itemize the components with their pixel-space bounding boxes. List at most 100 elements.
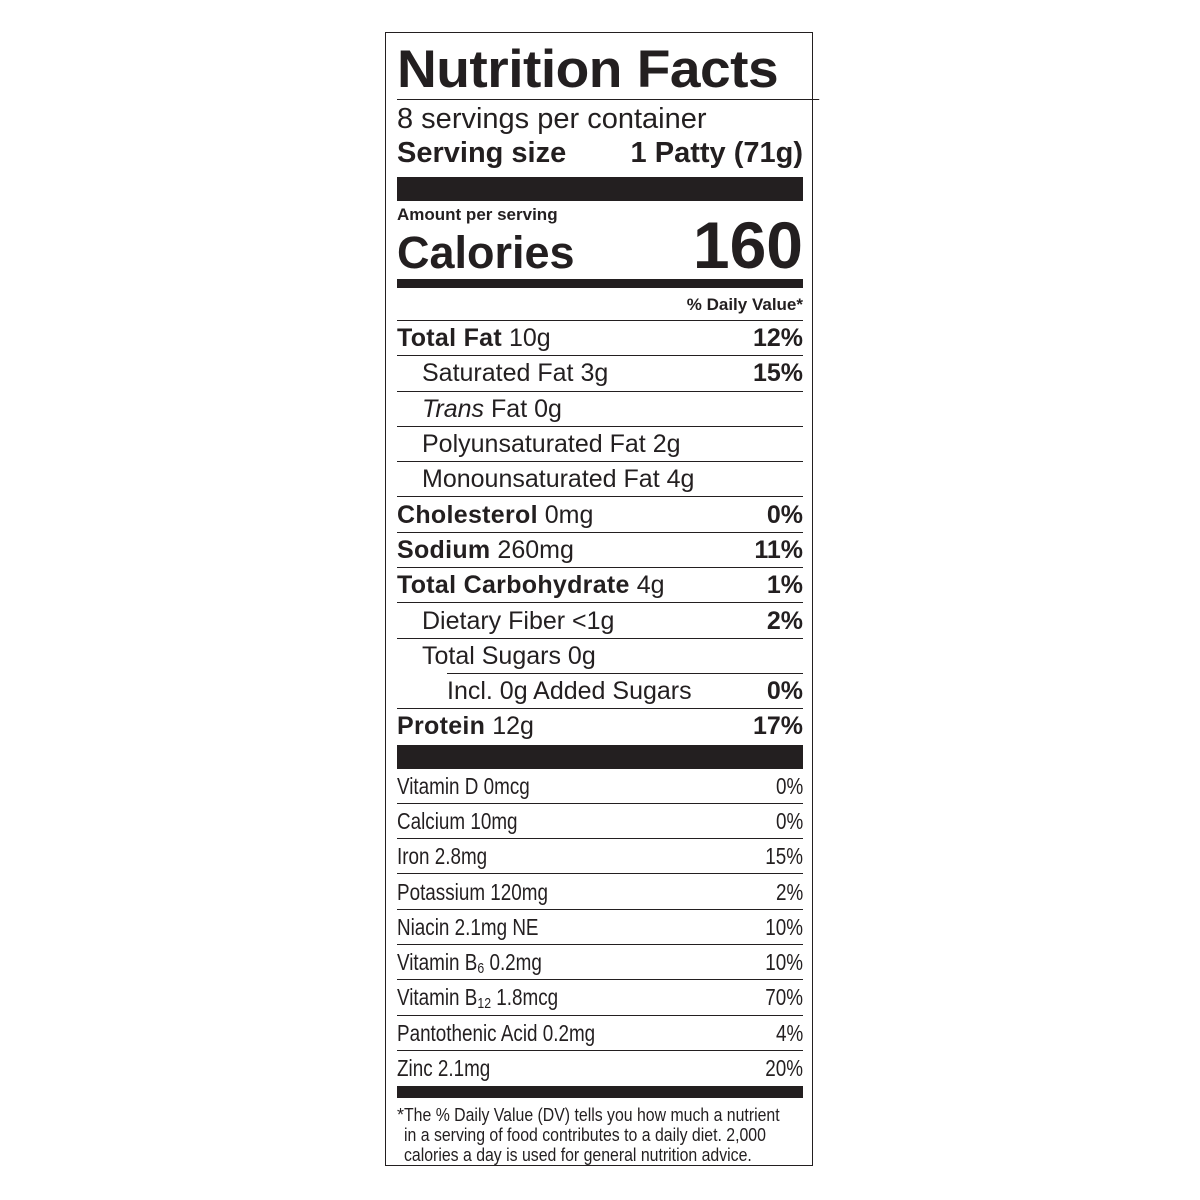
- nutrient-name: Saturated Fat: [422, 359, 574, 388]
- nutrient-daily-value: 1%: [766, 571, 803, 600]
- vitamin-amount: 0.2mg: [542, 1019, 596, 1046]
- nutrient-name: Monounsaturated Fat: [422, 465, 660, 494]
- vitamin-label: Pantothenic Acid 0.2mg: [397, 1020, 595, 1047]
- nutrient-amount: 4g: [666, 465, 695, 494]
- vitamin-name: Vitamin B: [397, 983, 478, 1010]
- nutrient-label: Total Sugars 0g: [422, 642, 596, 671]
- nutrient-daily-value: 11%: [754, 535, 803, 564]
- nutrient-name: Dietary Fiber: [422, 606, 566, 635]
- vitamin-daily-value: 70%: [765, 984, 803, 1011]
- vitamin-label: Niacin 2.1mg NE: [397, 914, 539, 941]
- nutrient-label: Monounsaturated Fat 4g: [422, 465, 694, 494]
- nutrient-name: Sodium: [397, 535, 491, 564]
- nutrient-amount: 4g: [636, 571, 665, 600]
- nutrient-name: Total Carbohydrate: [397, 571, 630, 600]
- vitamin-daily-value: 10%: [765, 913, 803, 940]
- nutrient-daily-value: 2%: [766, 606, 803, 635]
- nutrient-amount: <1g: [572, 606, 615, 635]
- calories-value: 160: [692, 208, 803, 282]
- calories-label: Calories: [397, 227, 575, 278]
- vitamin-amount: 120mg: [490, 878, 548, 905]
- nutrient-daily-value: 12%: [752, 324, 803, 353]
- serving-size-label: Serving size: [397, 137, 567, 169]
- vitamin-row: Iron 2.8mg 15%: [397, 839, 803, 875]
- nutrient-amount: 0g: [567, 641, 596, 670]
- nutrient-row: Total Sugars 0g: [397, 639, 803, 675]
- nutrient-amount: 10g: [508, 324, 551, 353]
- nutrient-row: Total Fat 10g 12%: [397, 321, 803, 357]
- vitamin-amount: 0.2mg: [489, 948, 542, 975]
- nutrient-row: Sodium 260mg 11%: [397, 533, 803, 569]
- nutrient-amount: 12g: [492, 712, 534, 741]
- nutrient-amount: 3g: [580, 359, 609, 388]
- nutrient-row: Incl. 0g Added Sugars 0%: [397, 674, 803, 710]
- nutrient-label: Protein 12g: [397, 712, 534, 741]
- nutrient-label: Sodium 260mg: [397, 536, 574, 565]
- nutrient-label: Polyunsaturated Fat 2g: [422, 430, 681, 459]
- vitamin-daily-value: 4%: [775, 1019, 803, 1046]
- calories-row: Calories 160: [397, 212, 803, 278]
- vitamin-amount: 10mg: [470, 808, 518, 834]
- vitamin-row: Niacin 2.1mg NE 10%: [397, 910, 803, 946]
- vitamin-label: Vitamin B12 1.8mcg: [397, 984, 558, 1012]
- nutrient-daily-value: 0%: [766, 500, 803, 529]
- vitamin-name: Niacin: [397, 913, 450, 940]
- vitamin-subscript: 12: [477, 994, 492, 1012]
- vitamin-amount: 2.1mg: [437, 1055, 491, 1082]
- nutrient-row: Dietary Fiber <1g 2%: [397, 603, 803, 639]
- divider: [397, 279, 803, 288]
- footnote-line: in a serving of food contributes to a da…: [404, 1125, 766, 1146]
- vitamin-daily-value: 10%: [765, 949, 803, 976]
- footnote-line: The % Daily Value (DV) tells you how muc…: [404, 1105, 780, 1126]
- nutrient-row: Trans Fat 0g: [397, 392, 803, 428]
- daily-value-header: % Daily Value*: [397, 288, 803, 321]
- servings: 8 servings per container: [397, 103, 707, 135]
- title: Nutrition Facts: [397, 41, 820, 100]
- nutrient-label: Total Carbohydrate 4g: [397, 571, 665, 600]
- vitamin-name: Zinc: [397, 1055, 433, 1082]
- divider: [397, 177, 803, 201]
- vitamin-name: Vitamin D: [397, 772, 479, 799]
- vitamin-label: Vitamin D 0mcg: [397, 773, 530, 800]
- nutrient-daily-value: 0%: [766, 677, 803, 706]
- vitamin-row: Zinc 2.1mg 20%: [397, 1051, 803, 1086]
- nutrient-row: Saturated Fat 3g 15%: [397, 356, 803, 392]
- nutrient-label: Dietary Fiber <1g: [422, 607, 614, 636]
- nutrient-name-italic: Trans: [422, 394, 485, 423]
- vitamins: Vitamin D 0mcg 0% Calcium 10mg 0% Iron 2.8mg…: [397, 769, 803, 1087]
- vitamin-daily-value: 0%: [775, 808, 803, 834]
- nutrients: Total Fat 10g 12% Saturated Fat 3g 15% Trans…: [397, 321, 803, 745]
- serving-size-value: 1 Patty (71g): [630, 137, 803, 169]
- vitamin-row: Pantothenic Acid 0.2mg 4%: [397, 1016, 803, 1052]
- label-content: Nutrition Facts 8 servings per container…: [397, 41, 820, 1166]
- nutrient-row: Protein 12g 17%: [397, 709, 803, 744]
- vitamin-name: Iron: [397, 843, 430, 870]
- nutrient-name: Fat: [491, 394, 528, 423]
- nutrient-label: Cholesterol 0mg: [397, 501, 593, 530]
- nutrient-name: Polyunsaturated Fat: [422, 430, 646, 459]
- vitamin-row: Vitamin B6 0.2mg 10%: [397, 945, 803, 981]
- nutrient-row: Monounsaturated Fat 4g: [397, 462, 803, 498]
- vitamin-amount: 2.1mg NE: [454, 913, 539, 940]
- vitamin-daily-value: 15%: [765, 843, 803, 870]
- vitamin-daily-value: 0%: [775, 772, 803, 799]
- vitamin-row: Vitamin B12 1.8mcg 70%: [397, 980, 803, 1016]
- vitamin-label: Calcium 10mg: [397, 808, 518, 835]
- vitamin-row: Vitamin D 0mcg 0%: [397, 769, 803, 805]
- nutrient-label: Total Fat 10g: [397, 324, 551, 353]
- vitamin-name: Vitamin B: [397, 948, 478, 975]
- footnote-line: calories a day is used for general nutri…: [404, 1145, 752, 1166]
- nutrient-daily-value: 15%: [752, 359, 803, 388]
- vitamin-row: Calcium 10mg 0%: [397, 804, 803, 840]
- nutrient-amount: 0mg: [544, 500, 594, 529]
- divider: [397, 744, 803, 769]
- nutrient-row: Cholesterol 0mg 0%: [397, 497, 803, 534]
- nutrient-row: Total Carbohydrate 4g 1%: [397, 568, 803, 604]
- nutrient-row: Polyunsaturated Fat 2g: [397, 427, 803, 463]
- vitamin-amount: 2.8mg: [434, 843, 488, 870]
- nutrient-label: Saturated Fat 3g: [422, 359, 608, 388]
- nutrient-name: Protein: [397, 712, 486, 741]
- vitamin-label: Potassium 120mg: [397, 879, 548, 906]
- nutrient-name: Cholesterol: [397, 500, 538, 529]
